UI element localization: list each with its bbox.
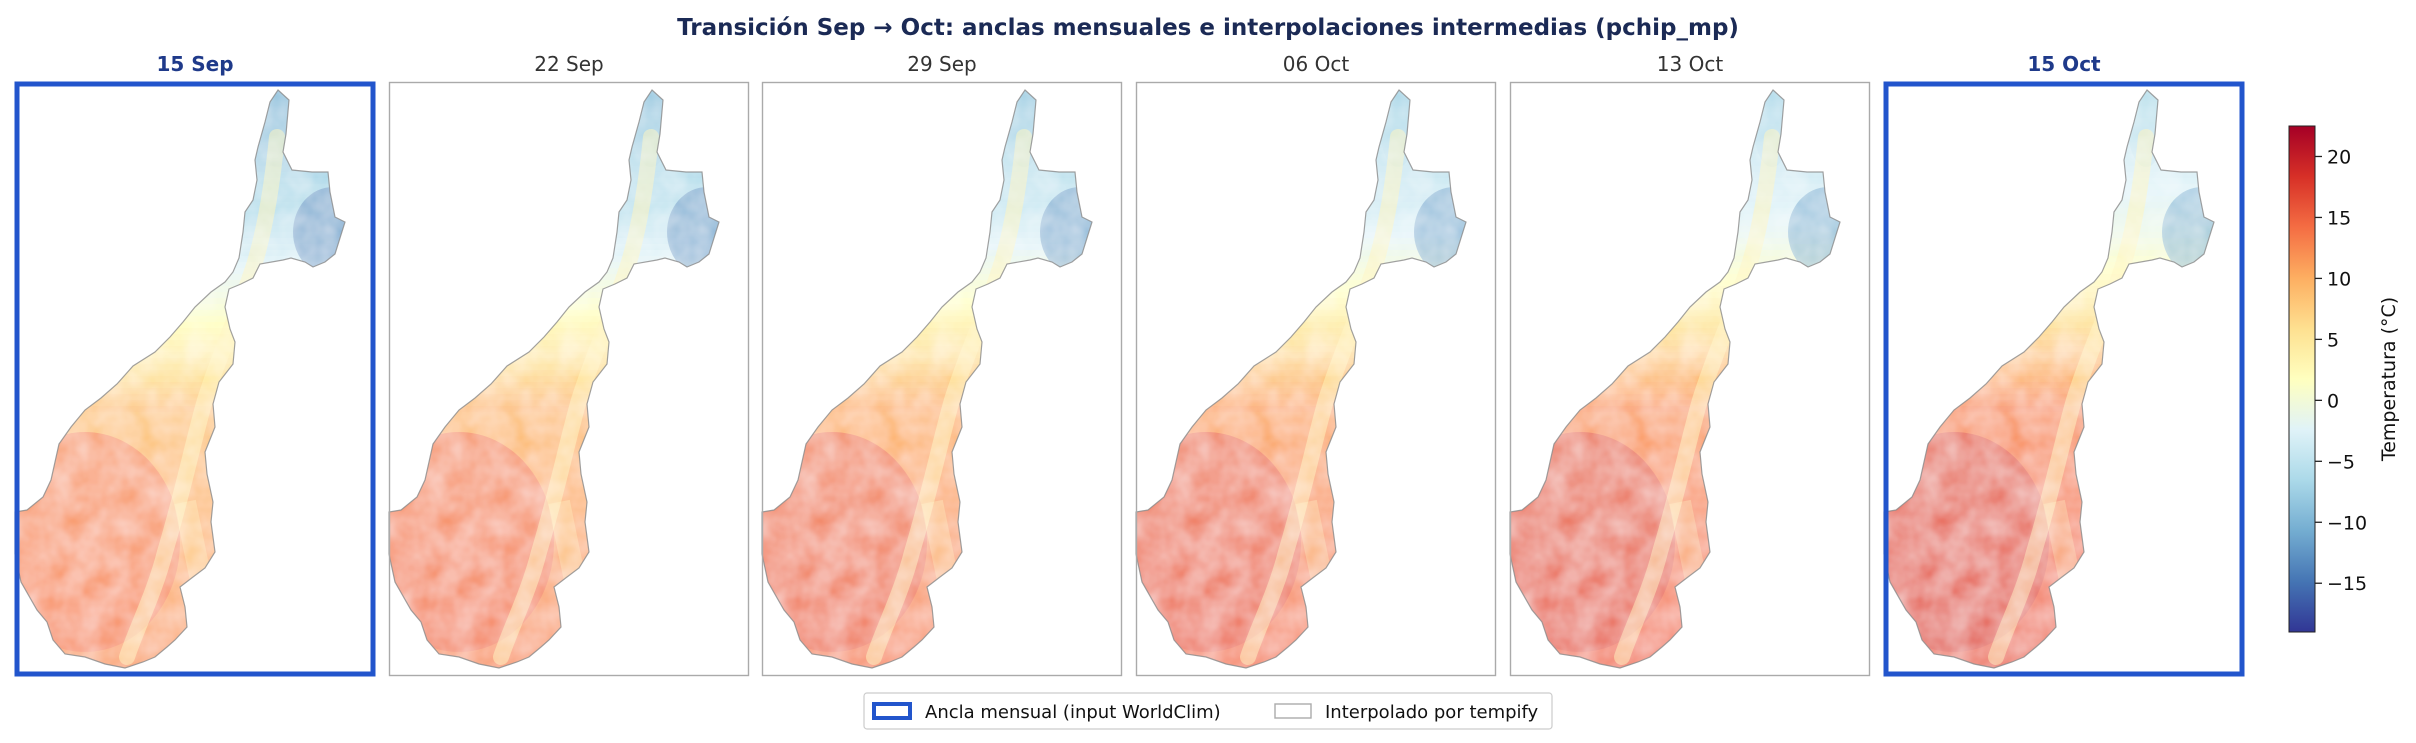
map-panel [1135, 81, 1497, 677]
colorbar: −15 −10 −5 0 5 10 15 20 Temperatura (°C) [2288, 125, 2400, 633]
basin-outline [1135, 89, 1467, 669]
map-panel [1509, 81, 1871, 677]
legend-label-anchor: Ancla mensual (input WorldClim) [925, 702, 1221, 723]
panel-date-label: 29 Sep [907, 52, 977, 76]
anchor-frame [14, 81, 376, 677]
colorbar-tick-label: −5 [2327, 451, 2355, 473]
panel-date-label: 13 Oct [1657, 52, 1724, 76]
basin-outline [388, 89, 720, 669]
interpolated-frame [761, 81, 1123, 677]
panel-date-label: 15 Oct [2027, 52, 2101, 76]
legend-frame [863, 692, 1553, 730]
map-panel [761, 81, 1123, 677]
map-panel [388, 81, 750, 677]
interpolated-frame [1509, 81, 1871, 677]
interpolated-frame [388, 81, 750, 677]
anchor-frame [1883, 81, 2245, 677]
panel-date-label: 22 Sep [534, 52, 604, 76]
colorbar-tick-label: 10 [2327, 268, 2351, 290]
interpolated-frame [1135, 81, 1497, 677]
colorbar-tick-label: 20 [2327, 146, 2351, 168]
figure-title: Transición Sep → Oct: anclas mensuales e… [677, 15, 1739, 41]
basin-outline [1883, 89, 2215, 669]
basin-outline [14, 89, 346, 669]
panels-row: 15 Sep 22 Sep 29 Sep 06 Oct 13 Oct 15 Oct [14, 52, 2245, 677]
colorbar-tick-label: 0 [2327, 390, 2339, 412]
colorbar-tick-label: −15 [2327, 573, 2367, 595]
legend: Ancla mensual (input WorldClim) Interpol… [863, 692, 1553, 730]
legend-swatch-anchor [872, 702, 912, 720]
basin-outline [1509, 89, 1841, 669]
map-panel [14, 81, 376, 677]
panel-date-label: 15 Sep [156, 52, 233, 76]
colorbar-tick-label: −10 [2327, 512, 2367, 534]
colorbar-ticks: −15 −10 −5 0 5 10 15 20 [2315, 146, 2367, 595]
legend-swatch-interpolated [1274, 703, 1312, 719]
panel-date-label: 06 Oct [1283, 52, 1350, 76]
map-panel [1883, 81, 2245, 677]
basin-outline [761, 89, 1093, 669]
colorbar-gradient [2288, 125, 2316, 633]
colorbar-tick-label: 5 [2327, 329, 2339, 351]
legend-label-interpolated: Interpolado por tempify [1325, 702, 1539, 723]
colorbar-label: Temperatura (°C) [2378, 297, 2400, 462]
colorbar-tick-label: 15 [2327, 207, 2351, 229]
